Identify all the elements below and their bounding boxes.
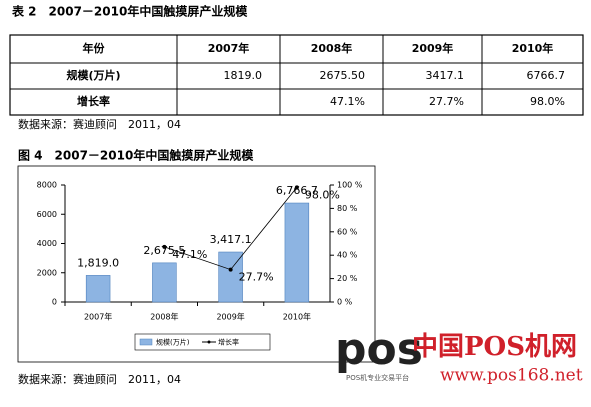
logo: pos 中国POS机网 POS机专业交易平台 www.pos168.net	[335, 324, 583, 386]
table-cell: 3417.1	[426, 69, 465, 82]
table-cell: 2008年	[311, 41, 353, 55]
bar-value-label: 2,675.5	[143, 244, 185, 257]
table-cell: 规模(万片)	[66, 68, 120, 82]
x-tick-label: 2009年	[216, 312, 244, 322]
table-cell: 年份	[83, 41, 106, 55]
x-tick-label: 2010年	[283, 312, 311, 322]
bar	[152, 262, 177, 303]
bar	[218, 251, 243, 303]
table-cell: 增长率	[77, 94, 110, 108]
chart-title: 图 4 2007－2010年中国触摸屏产业规模	[18, 148, 254, 163]
chart-frame	[17, 165, 376, 363]
line-point	[162, 244, 167, 249]
y2-tick-label: 20 %	[337, 274, 358, 283]
table-cell: 27.7%	[429, 95, 464, 108]
bar	[284, 202, 310, 303]
table-cell: 47.1%	[330, 95, 365, 108]
table-cell: 2009年	[412, 41, 454, 55]
x-tick-label: 2007年	[84, 312, 112, 322]
bar-value-label: 3,417.1	[210, 233, 252, 246]
logo-mark: pos	[335, 324, 423, 375]
y-tick-label: 6000	[37, 210, 57, 219]
line-point	[228, 267, 233, 272]
y2-tick-label: 40 %	[337, 251, 358, 260]
table-cell: 6766.7	[527, 69, 566, 82]
logo-tagline: POS机专业交易平台	[346, 373, 409, 382]
logo-name: 中国POS机网	[412, 332, 577, 362]
y2-tick-label: 60 %	[337, 227, 358, 236]
y-tick-label: 2000	[37, 268, 57, 277]
bar	[85, 275, 111, 303]
legend-swatch	[139, 338, 153, 346]
chart-source: 数据来源：赛迪顾问 2011，04	[18, 372, 181, 386]
y2-tick-label: 0 %	[337, 298, 353, 307]
table-cell: 2007年	[208, 41, 250, 55]
table-caption: 表 2 2007－2010年中国触摸屏产业规模	[11, 4, 248, 19]
table-cell: 2675.50	[320, 69, 366, 82]
y-tick-label: 8000	[37, 181, 57, 190]
y-tick-label: 0	[52, 298, 57, 307]
line-value-label: 98.0%	[305, 188, 340, 201]
logo-url: www.pos168.net	[440, 366, 583, 386]
bar-value-label: 1,819.0	[77, 256, 119, 269]
table-source: 数据来源：赛迪顾问 2011，04	[18, 117, 181, 131]
line-value-label: 47.1%	[172, 248, 207, 261]
legend-dot	[207, 340, 211, 344]
table-cell: 2010年	[512, 41, 554, 55]
table-cell: 1819.0	[224, 69, 263, 82]
legend-label: 规模(万片)	[156, 338, 190, 347]
bar-value-label: 6,766.7	[276, 184, 318, 197]
table-cell: 98.0%	[530, 95, 565, 108]
line-point	[294, 185, 299, 190]
table-border	[9, 34, 584, 116]
y-tick-label: 4000	[37, 239, 57, 248]
line-value-label: 27.7%	[239, 271, 274, 284]
y2-tick-label: 100 %	[337, 181, 363, 190]
x-tick-label: 2008年	[150, 312, 178, 322]
legend-label: 增长率	[218, 338, 239, 347]
y2-tick-label: 80 %	[337, 204, 358, 213]
